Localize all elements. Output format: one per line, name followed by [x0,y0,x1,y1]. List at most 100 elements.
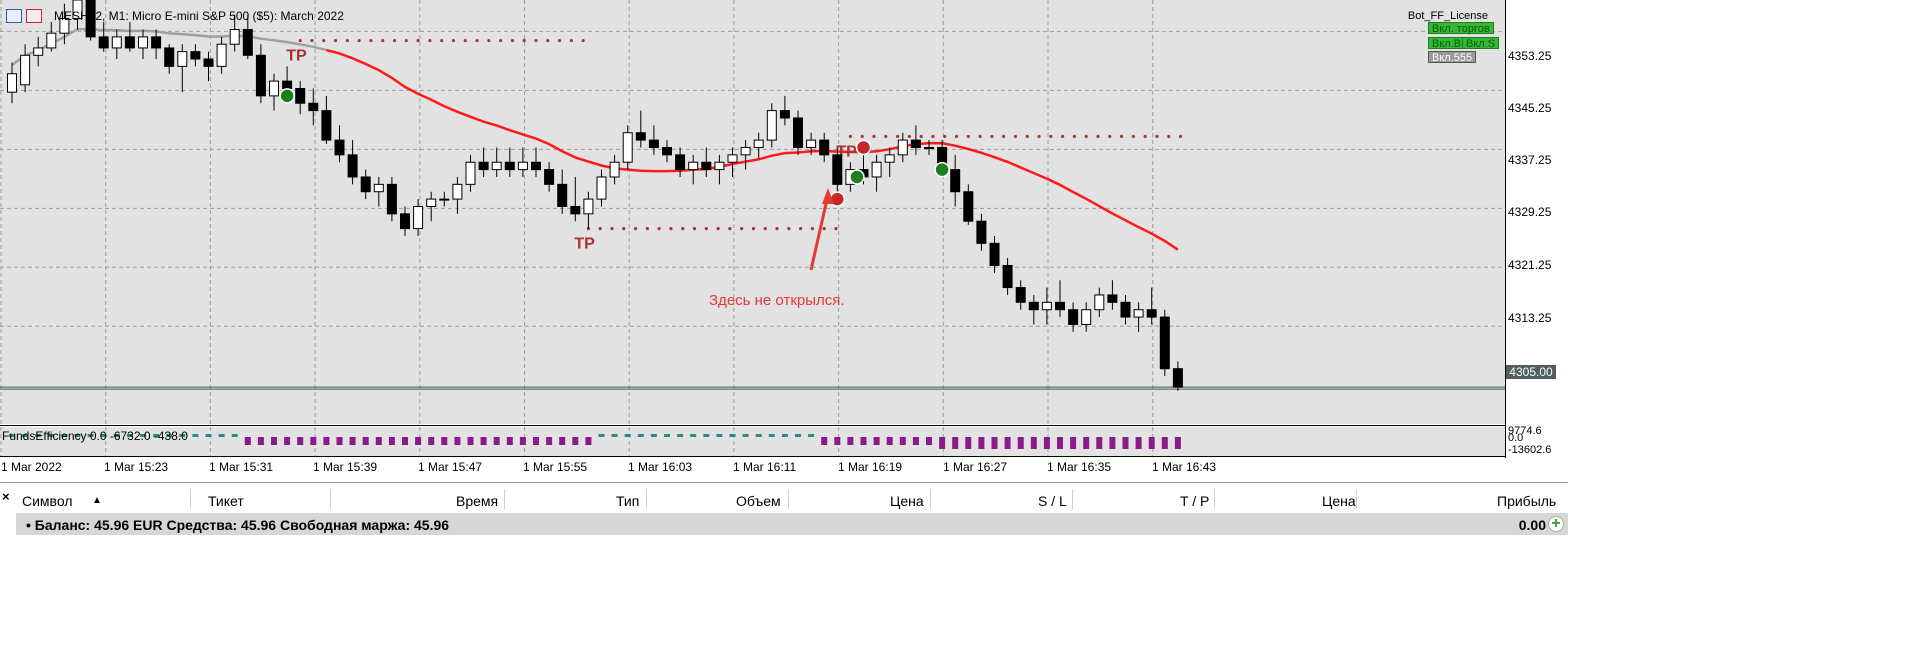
candle-body [950,169,961,193]
time-tick: 1 Mar 15:31 [209,460,274,474]
candle-body [111,36,122,49]
histogram-bar [1017,437,1024,449]
col-ticket[interactable]: Тикет [208,493,244,509]
candle-body [334,139,345,156]
histogram-bar [35,434,42,437]
histogram-bar [886,437,893,445]
tp-level-dot [943,134,947,139]
chart-window-icon[interactable] [6,9,22,23]
col-symbol[interactable]: Символ [22,493,73,509]
col-time[interactable]: Время [456,493,499,509]
histogram-bar [899,437,906,445]
histogram-bar [74,434,81,437]
candle-body [806,139,817,148]
close-icon[interactable]: × [2,489,10,504]
col-divider[interactable] [646,489,647,509]
candle-body [360,176,371,193]
candle-body [124,36,135,49]
histogram-bar [768,434,775,437]
candle-body [622,132,633,163]
candle-body [98,36,109,49]
tp-level-dot [404,38,408,43]
candle-body [1028,301,1039,311]
candle-body [321,110,332,141]
terminal-panel: × Символ ▲ Тикет Время Тип Объем Цена S … [0,482,1568,543]
time-tick: 1 Mar 16:19 [838,460,903,474]
tp-level-dot [895,134,900,139]
histogram-bar [690,434,697,437]
histogram-bar [402,437,408,445]
tp-level-dot [428,38,432,43]
close-chart-icon[interactable] [26,9,42,23]
col-divider[interactable] [1072,489,1073,509]
histogram-bar [781,434,788,437]
price-axis[interactable] [1505,0,1569,458]
candle-body [452,183,463,200]
candle-body [1107,294,1118,303]
col-price[interactable]: Цена [890,493,924,509]
sort-arrow-icon[interactable]: ▲ [92,495,102,506]
tp-level-dot [834,226,838,231]
col-volume[interactable]: Объем [736,493,781,509]
tp-level-dot [872,134,876,139]
time-tick: 1 Mar 15:39 [313,460,378,474]
price-tick: 4329.25 [1508,205,1552,219]
tp-level-dot [669,226,673,231]
col-profit[interactable]: Прибыль [1497,493,1557,509]
col-tp[interactable]: T / P [1180,493,1210,509]
col-divider[interactable] [330,489,331,509]
histogram-bar [493,437,500,445]
col-current-price[interactable]: Цена [1322,493,1356,509]
histogram-bar [664,434,670,437]
candle-body [229,28,240,45]
tp-level-dot [787,226,791,231]
histogram-bar [192,434,199,437]
col-sl[interactable]: S / L [1038,493,1067,509]
histogram-bar [729,434,736,437]
sell-button[interactable]: Вкл.S [1462,37,1500,50]
col-type[interactable]: Тип [616,493,640,509]
histogram-bar [310,437,317,445]
buy-button[interactable]: Вкл.В [1428,37,1466,50]
tp-level-dot [1167,134,1171,139]
sub-scale-mid: 0.0 [1508,432,1524,444]
sub-pane-background [0,427,1505,456]
candle-body [832,154,843,185]
vkl-button[interactable]: Вкл.555 [1428,51,1477,64]
col-divider[interactable] [1356,489,1357,509]
histogram-bar [1174,437,1181,449]
tp-level-dot [546,38,550,43]
candle-body [570,205,581,215]
balance-row[interactable]: • Баланс: 45.96 EUR Средства: 45.96 Своб… [16,513,1568,535]
trade-button[interactable]: Вкл. торгов [1428,22,1494,35]
candle-body [635,132,646,141]
tp-level-dot [298,38,302,43]
col-divider[interactable] [1214,489,1215,509]
col-divider[interactable] [788,489,789,509]
time-tick: 1 Mar 16:43 [1152,460,1217,474]
col-divider[interactable] [190,489,191,509]
candle-body [491,161,502,171]
tp-level-dot [1037,134,1041,139]
col-divider[interactable] [930,489,931,509]
histogram-bar [362,437,369,445]
histogram-bar [1083,437,1090,449]
tp-level-dot [1119,134,1124,139]
candle-body [242,28,253,56]
tp-level-dot [810,226,815,231]
chart-window[interactable]: TP TP TP MESH22, M1: Micro E-mini S&P 500 … [0,0,1569,482]
histogram-bar [257,437,264,445]
histogram-bar [611,434,618,437]
tp-level-dot [1131,134,1135,139]
sub-scale-top: 9774.6 [1508,425,1542,437]
tp-level-dot [884,134,888,139]
add-icon[interactable]: + [1548,516,1564,532]
histogram-bar [1043,437,1050,449]
moving-average-line [326,48,1179,251]
histogram-bar [126,434,133,437]
col-divider[interactable] [504,489,505,509]
time-tick: 1 Mar 16:11 [733,460,797,474]
tp-level-dot [799,226,803,231]
candle-body [190,51,201,60]
